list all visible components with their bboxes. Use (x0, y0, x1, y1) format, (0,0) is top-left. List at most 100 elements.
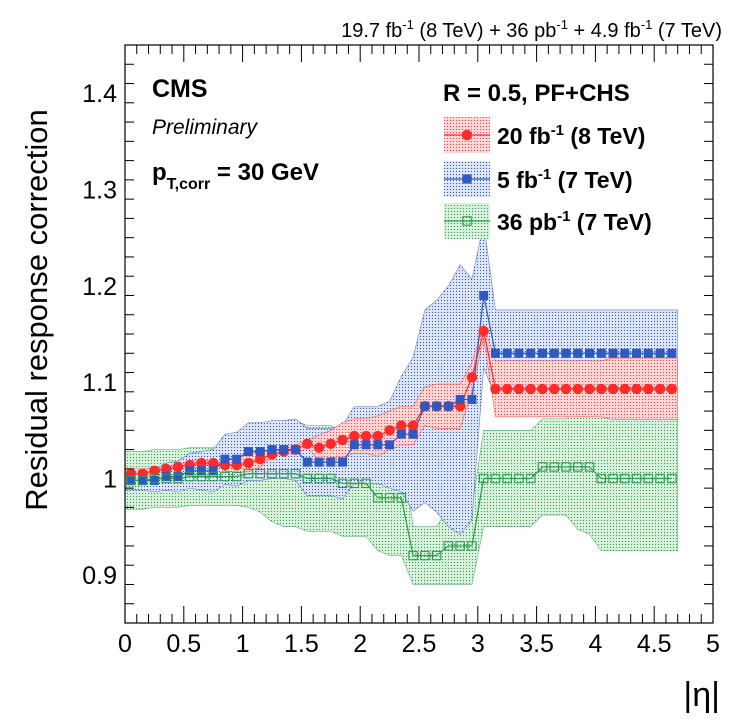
point-series-0-40 (596, 383, 607, 395)
point-series-1-6 (196, 466, 206, 476)
point-series-1-29 (467, 395, 477, 405)
point-series-2-35 (537, 462, 548, 472)
point-series-0-33 (513, 383, 525, 395)
point-series-1-38 (573, 348, 583, 358)
x-tick-label: 1 (236, 630, 250, 658)
x-tick-label: 0 (118, 630, 132, 658)
point-series-1-37 (561, 348, 571, 358)
point-series-0-3 (160, 463, 172, 475)
point-series-1-24 (408, 429, 418, 439)
y-axis-title: Residual response correction (19, 109, 54, 511)
point-series-2-46 (667, 473, 677, 484)
point-series-1-10 (243, 447, 253, 457)
point-series-0-7 (208, 457, 219, 469)
preliminary-label: Preliminary (152, 116, 259, 139)
point-series-2-4 (173, 473, 183, 484)
point-series-2-18 (337, 478, 348, 489)
point-series-1-19 (349, 440, 359, 450)
point-series-2-26 (431, 550, 442, 561)
point-series-2-30 (478, 473, 489, 484)
point-series-1-43 (632, 348, 642, 358)
point-series-1-31 (490, 348, 500, 358)
point-series-2-32 (502, 473, 512, 484)
point-series-0-29 (466, 372, 478, 383)
x-tick-label: 1.5 (284, 630, 319, 658)
point-series-1-46 (667, 348, 677, 358)
point-series-2-36 (549, 462, 559, 472)
point-series-1-30 (479, 290, 489, 300)
point-series-1-42 (620, 348, 630, 358)
y-tick-label: 1 (103, 466, 117, 494)
legend-label-1: 5 fb-1 (7 TeV) (497, 166, 633, 193)
legend-marker-0 (461, 129, 473, 141)
point-series-0-15 (302, 438, 313, 450)
point-series-0-19 (349, 430, 360, 442)
point-series-1-39 (585, 348, 595, 358)
point-series-1-3 (161, 472, 171, 482)
point-series-1-45 (655, 348, 665, 358)
point-series-1-0 (126, 475, 136, 485)
point-series-2-7 (208, 471, 218, 482)
point-series-1-26 (432, 401, 442, 411)
y-tick-label: 1.1 (82, 369, 117, 397)
x-tick-label: 2 (353, 630, 367, 658)
cms-label: CMS (152, 75, 208, 103)
point-series-2-37 (561, 462, 571, 472)
point-series-2-8 (220, 471, 230, 482)
point-series-1-40 (596, 348, 606, 358)
point-series-1-36 (549, 348, 559, 358)
point-series-2-19 (349, 478, 360, 489)
x-tick-label: 2.5 (402, 630, 437, 658)
point-series-2-14 (290, 468, 301, 479)
point-series-1-35 (537, 348, 547, 358)
point-series-1-20 (361, 440, 371, 450)
point-series-1-41 (608, 348, 618, 358)
point-series-0-11 (255, 454, 266, 465)
point-series-1-1 (138, 475, 148, 485)
point-series-2-38 (573, 462, 583, 472)
x-tick-label: 3 (471, 630, 485, 658)
point-series-1-32 (502, 348, 512, 358)
point-series-0-17 (325, 438, 336, 450)
uncertainty-bands (124, 223, 679, 585)
point-series-0-6 (196, 457, 207, 469)
point-series-2-27 (443, 541, 454, 551)
point-series-0-16 (313, 442, 325, 453)
point-series-1-34 (526, 348, 536, 358)
point-series-2-24 (408, 550, 418, 561)
point-series-2-9 (231, 471, 242, 482)
point-series-0-20 (360, 430, 372, 442)
x-tick-label: 3.5 (519, 630, 554, 658)
point-series-0-41 (607, 383, 619, 395)
point-series-1-15 (302, 457, 312, 467)
y-tick-label: 1.3 (82, 177, 117, 205)
point-series-1-16 (314, 457, 324, 467)
point-series-0-31 (490, 383, 501, 395)
point-series-2-45 (655, 473, 665, 484)
point-series-0-24 (407, 420, 419, 431)
point-series-2-25 (420, 550, 430, 561)
point-series-1-27 (443, 401, 453, 411)
point-series-1-17 (326, 457, 336, 467)
point-series-2-5 (184, 471, 195, 482)
tick-labels: 0 0.5 1 1.5 2 2.5 3 3.5 4 4.5 5 0.9 1 1.1 1.2 1.3 1.4 (82, 80, 720, 658)
y-tick-label: 1.2 (82, 273, 117, 301)
point-series-2-15 (302, 473, 313, 484)
point-series-0-22 (384, 425, 395, 436)
legend-label-0: 20 fb-1 (8 TeV) (497, 122, 645, 149)
point-series-2-22 (384, 493, 395, 503)
point-series-1-21 (373, 440, 383, 450)
point-series-2-41 (608, 473, 618, 484)
point-series-0-23 (396, 420, 407, 431)
point-series-0-30 (478, 325, 489, 337)
point-series-2-34 (525, 473, 536, 484)
x-tick-label: 0.5 (166, 630, 201, 658)
point-series-2-1 (137, 475, 148, 486)
point-series-0-35 (537, 383, 548, 395)
point-series-1-9 (232, 454, 242, 464)
point-series-1-8 (220, 454, 230, 464)
point-series-0-37 (560, 383, 572, 395)
x-tick-label: 4 (588, 630, 602, 658)
point-series-2-39 (584, 462, 595, 472)
